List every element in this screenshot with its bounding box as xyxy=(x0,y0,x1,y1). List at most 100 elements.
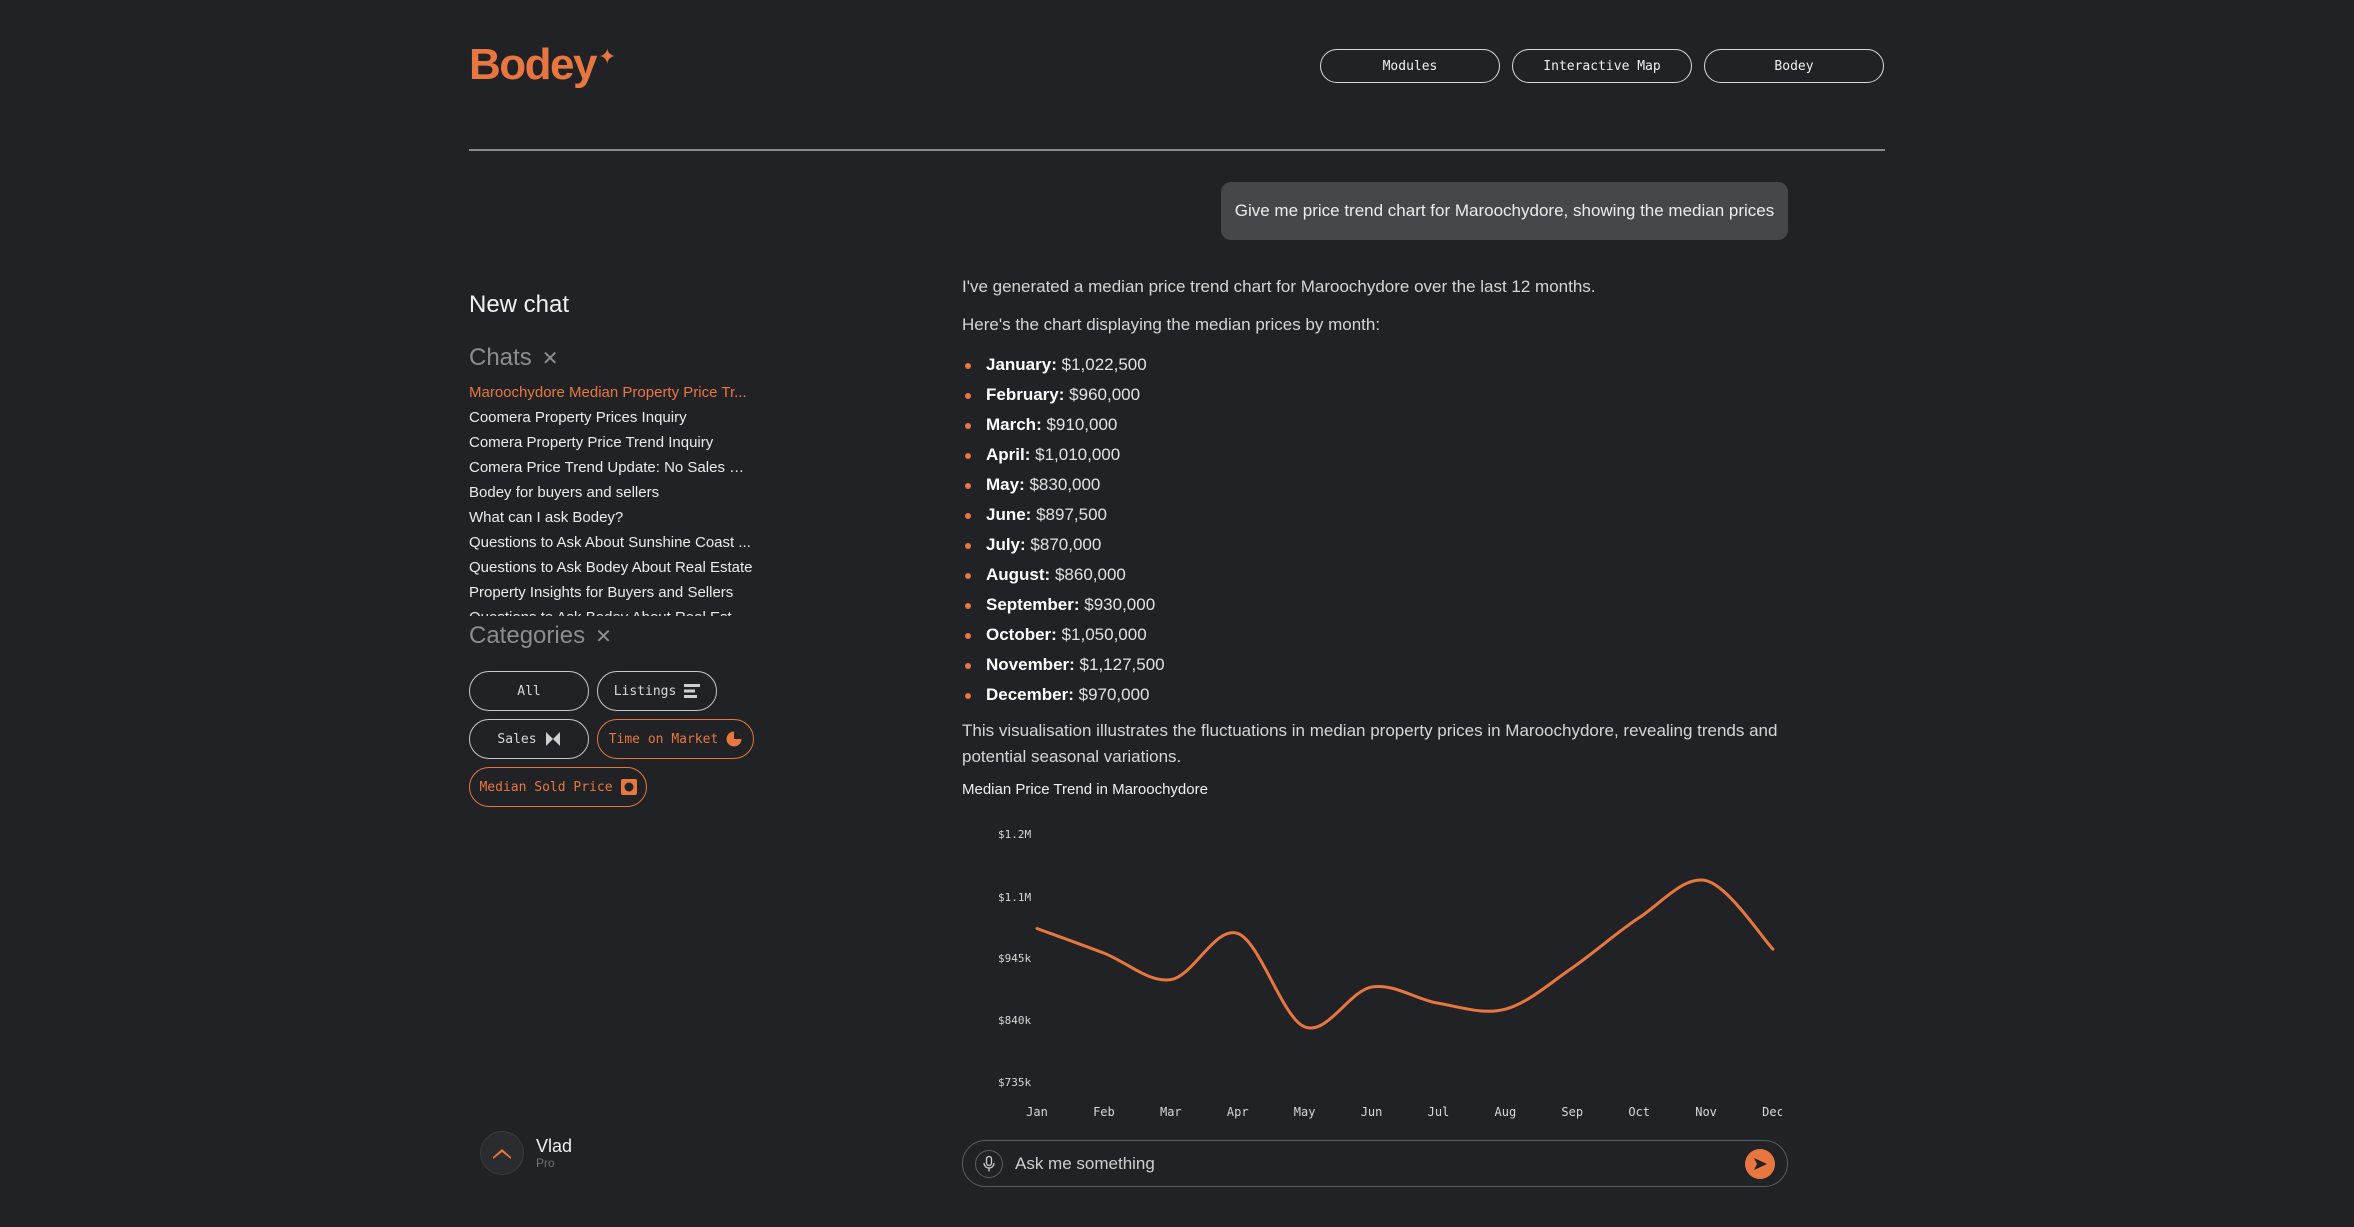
list-item: April: $1,010,000 xyxy=(962,440,1782,470)
nav-modules-button[interactable]: Modules xyxy=(1320,49,1500,83)
month-value: $1,010,000 xyxy=(1035,445,1121,464)
send-button[interactable] xyxy=(1745,1148,1775,1179)
x-tick-label: Oct xyxy=(1628,1105,1650,1119)
x-tick-label: Jun xyxy=(1361,1105,1383,1119)
bowtie-icon xyxy=(545,732,560,746)
y-tick-label: $945k xyxy=(998,952,1031,965)
chat-item[interactable]: Coomera Property Prices Inquiry xyxy=(469,409,687,426)
bodey-logo[interactable]: Bodey ✦ xyxy=(469,40,616,90)
chat-item[interactable]: Questions to Ask Bodey About Real Estat.… xyxy=(469,605,754,616)
month-value: $870,000 xyxy=(1030,535,1102,554)
nav-interactive-map-button[interactable]: Interactive Map xyxy=(1512,49,1692,83)
y-tick-label: $735k xyxy=(998,1076,1031,1089)
reply-lead: Here's the chart displaying the median p… xyxy=(962,315,1381,334)
message-input[interactable] xyxy=(1015,1153,1745,1174)
month-label: April: xyxy=(986,445,1031,464)
month-value: $970,000 xyxy=(1078,685,1150,704)
list-item: December: $970,000 xyxy=(962,680,1782,710)
category-label: Listings xyxy=(613,683,677,699)
assistant-reply: I've generated a median price trend char… xyxy=(962,274,1782,782)
chat-item[interactable]: What can I ask Bodey? xyxy=(469,509,624,526)
month-value: $1,127,500 xyxy=(1079,655,1165,674)
month-label: September: xyxy=(986,595,1080,614)
sparkle-icon: ✦ xyxy=(597,44,616,69)
x-tick-label: May xyxy=(1294,1105,1316,1119)
category-label: All xyxy=(517,683,541,699)
collapse-chats-icon[interactable]: ✕ xyxy=(541,347,559,370)
month-value: $897,500 xyxy=(1036,505,1107,524)
chats-title-label: Chats xyxy=(469,344,532,371)
month-label: July: xyxy=(986,535,1026,554)
user-message-bubble: Give me price trend chart for Maroochydo… xyxy=(1221,182,1788,240)
square-circle-icon xyxy=(620,779,637,795)
price-trend-chart: $1.2M $1.1M $945k $840k $735k Jan Feb Mar Apr May… xyxy=(998,828,1782,1119)
category-time-on-market-button[interactable]: Time on Market xyxy=(597,719,754,759)
month-label: November: xyxy=(986,655,1075,674)
categories-section-title: Categories ✕ xyxy=(469,622,612,650)
category-listings-button[interactable]: Listings xyxy=(597,671,717,711)
month-value: $860,000 xyxy=(1054,565,1126,584)
list-item: November: $1,127,500 xyxy=(962,650,1782,680)
month-label: March: xyxy=(986,415,1042,434)
category-all-button[interactable]: All xyxy=(469,671,589,711)
chat-item[interactable]: Bodey for buyers and sellers xyxy=(469,484,660,501)
avatar xyxy=(480,1131,524,1175)
month-label: December: xyxy=(986,685,1074,704)
month-label: May: xyxy=(986,475,1025,494)
chart-title: Median Price Trend in Maroochydore xyxy=(962,781,1208,798)
category-sales-button[interactable]: Sales xyxy=(469,719,589,759)
month-label: August: xyxy=(986,565,1051,584)
user-profile[interactable]: Vlad Pro xyxy=(480,1131,572,1175)
x-tick-label: Aug xyxy=(1495,1105,1517,1119)
chat-item[interactable]: Questions to Ask Bodey About Real Estate xyxy=(469,559,753,576)
category-label: Time on Market xyxy=(608,731,719,747)
chat-item[interactable]: Questions to Ask About Sunshine Coast ..… xyxy=(469,534,751,551)
reply-intro: I've generated a median price trend char… xyxy=(962,277,1596,296)
chat-item[interactable]: Property Insights for Buyers and Sellers xyxy=(469,584,734,601)
median-price-list: January: $1,022,500 February: $960,000 M… xyxy=(962,350,1782,710)
logo-text: Bodey xyxy=(469,40,597,89)
top-nav: Modules Interactive Map Bodey xyxy=(1320,49,1884,83)
y-tick-label: $1.1M xyxy=(998,891,1031,904)
x-tick-label: Jan xyxy=(1026,1105,1048,1119)
nav-bodey-button[interactable]: Bodey xyxy=(1704,49,1884,83)
list-item: August: $860,000 xyxy=(962,560,1782,590)
month-value: $910,000 xyxy=(1046,415,1118,434)
new-chat-button[interactable]: New chat xyxy=(469,291,570,318)
categories-title-label: Categories xyxy=(469,622,586,649)
month-label: February: xyxy=(986,385,1065,404)
microphone-button[interactable] xyxy=(975,1149,1003,1178)
x-tick-label: Feb xyxy=(1093,1105,1115,1119)
pie-clock-icon xyxy=(726,731,742,747)
category-label: Median Sold Price xyxy=(479,779,613,795)
x-tick-label: Sep xyxy=(1561,1105,1583,1119)
list-item: June: $897,500 xyxy=(962,500,1782,530)
list-item: March: $910,000 xyxy=(962,410,1782,440)
chat-item[interactable]: Comera Property Price Trend Inquiry xyxy=(469,434,714,451)
microphone-icon xyxy=(983,1155,995,1171)
chat-item[interactable]: Maroochydore Median Property Price Tr... xyxy=(469,384,747,401)
month-label: June: xyxy=(986,505,1032,524)
list-item: September: $930,000 xyxy=(962,590,1782,620)
list-item: January: $1,022,500 xyxy=(962,350,1782,380)
y-tick-label: $840k xyxy=(998,1014,1031,1027)
series-line xyxy=(1035,878,1775,1030)
month-value: $830,000 xyxy=(1029,475,1101,494)
list-item: July: $870,000 xyxy=(962,530,1782,560)
collapse-categories-icon[interactable]: ✕ xyxy=(595,625,612,648)
month-label: January: xyxy=(986,355,1057,374)
category-median-sold-price-button[interactable]: Median Sold Price xyxy=(469,767,647,807)
reply-outro: This visualisation illustrates the fluct… xyxy=(962,721,1778,766)
user-name: Vlad xyxy=(536,1136,573,1156)
month-value: $1,022,500 xyxy=(1061,355,1147,374)
month-value: $930,000 xyxy=(1084,595,1156,614)
header-divider xyxy=(469,149,1885,151)
chat-history-list: Maroochydore Median Property Price Tr...… xyxy=(469,380,769,616)
user-plan-badge: Pro xyxy=(536,1156,555,1170)
list-item: October: $1,050,000 xyxy=(962,620,1782,650)
chat-item[interactable]: Comera Price Trend Update: No Sales Re..… xyxy=(469,459,754,476)
x-tick-label: Apr xyxy=(1227,1105,1249,1119)
x-tick-label: Jul xyxy=(1428,1105,1450,1119)
x-tick-label: Nov xyxy=(1695,1105,1717,1119)
y-tick-label: $1.2M xyxy=(998,828,1031,841)
